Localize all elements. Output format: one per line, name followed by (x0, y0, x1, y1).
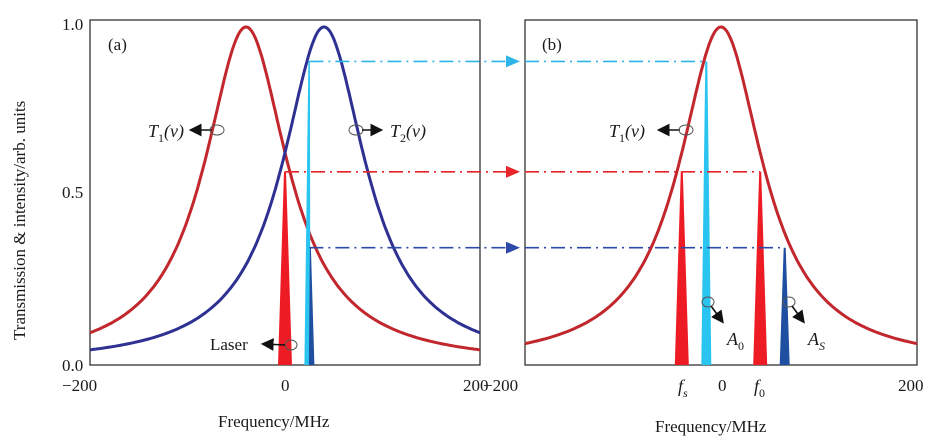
panel-b-spikes (674, 61, 790, 366)
panel-b-label: (b) (542, 35, 562, 54)
link-arrowhead-3 (506, 241, 520, 254)
x-tick-label: −200 (483, 376, 518, 395)
svg-text:AS: AS (807, 329, 825, 353)
fs-marker: fs (678, 376, 688, 400)
spike-b-3 (753, 171, 768, 365)
panel-b: (b) −200 0 200 fs f0 Frequency/MHz T1(v)… (483, 19, 924, 436)
spike-b-4 (779, 247, 790, 365)
t1-annotation-b: T1(v) (609, 121, 694, 145)
x-tick-label: 0 (281, 376, 290, 395)
f0-marker: f0 (754, 376, 765, 400)
y-tick-label: 1.0 (62, 15, 83, 34)
spike-a-3 (308, 247, 315, 365)
panel-b-curves (524, 25, 918, 346)
spike-b-2 (701, 61, 712, 366)
svg-text:Laser: Laser (210, 335, 248, 354)
svg-text:T1(v): T1(v) (609, 121, 645, 145)
y-axis-label: Transmission & intensity/arb. units (10, 101, 29, 340)
spike-b-1 (674, 171, 689, 365)
x-axis-label: Frequency/MHz (218, 412, 330, 431)
x-tick-label: 0 (718, 376, 727, 395)
panel-a: (a) 1.0 0.5 0.0 −200 0 200 Frequency/MHz… (10, 15, 489, 431)
y-tick-label: 0.5 (62, 183, 83, 202)
link-arrowhead-1 (506, 55, 520, 68)
x-axis-label: Frequency/MHz (655, 417, 767, 436)
link-lines (285, 55, 785, 254)
svg-text:T1(v): T1(v) (148, 121, 184, 145)
x-tick-label: 200 (898, 376, 924, 395)
y-tick-label: 0.0 (62, 356, 83, 375)
svg-text:T2(v): T2(v) (390, 121, 426, 145)
panel-a-label: (a) (108, 35, 127, 54)
panel-a-spikes (278, 61, 315, 366)
spike-a-2 (304, 61, 311, 366)
laser-annotation: Laser (210, 335, 298, 354)
t2-annotation: T2(v) (348, 121, 426, 145)
series-line-a-2 (89, 25, 481, 352)
series-line-b-1 (524, 25, 918, 346)
t1-annotation-a: T1(v) (148, 121, 225, 145)
spike-a-1 (278, 171, 292, 365)
panel-a-curves (89, 25, 481, 352)
link-arrowhead-2 (506, 165, 520, 178)
svg-text:A0: A0 (726, 329, 744, 353)
x-tick-label: 200 (463, 376, 489, 395)
a0-annotation: A0 (701, 296, 744, 353)
as-annotation: AS (782, 296, 825, 353)
x-tick-label: −200 (62, 376, 97, 395)
panel-b-frame (524, 19, 918, 366)
